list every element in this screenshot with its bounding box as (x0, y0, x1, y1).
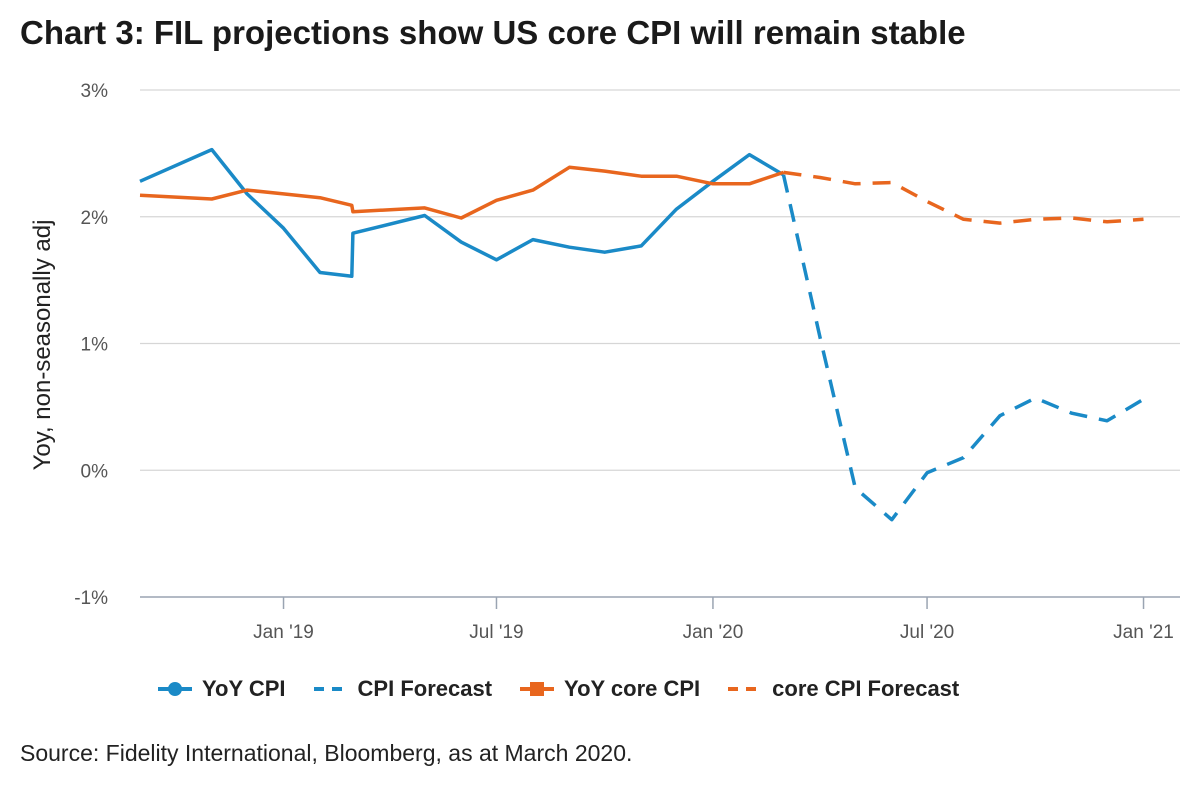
y-tick-label: 1% (81, 335, 109, 356)
legend-item-yoy-cpi[interactable]: YoY CPI (158, 676, 286, 702)
x-tick-label: Jan '21 (1113, 622, 1174, 643)
legend-item-core-cpi-forecast[interactable]: core CPI Forecast (728, 676, 959, 702)
legend-swatch-cpi-forecast (313, 687, 348, 691)
y-axis-label: Yoy, non-seasonally adj (29, 220, 56, 471)
y-tick-label: -1% (74, 588, 108, 609)
legend-swatch-yoy-cpi (158, 682, 192, 696)
series-line-core-cpi-forecast[interactable] (783, 170, 1144, 225)
x-tick-label: Jan '20 (683, 622, 744, 643)
legend-label: core CPI Forecast (772, 676, 960, 701)
chart-legend: YoY CPI CPI Forecast YoY core CPI core C… (158, 676, 959, 702)
series-line-yoy-core-cpi[interactable] (139, 165, 785, 220)
legend-swatch-yoy-core-cpi (520, 682, 555, 696)
legend-label: YoY CPI (202, 676, 286, 701)
y-axis: -1% 0% 1% 2% 3% (74, 81, 108, 609)
series-line-cpi-forecast[interactable] (781, 174, 1145, 522)
x-tick-label: Jul '19 (469, 622, 523, 643)
legend-label: CPI Forecast (357, 676, 493, 701)
series-line-yoy-cpi[interactable] (139, 147, 785, 279)
chart-title: Chart 3: FIL projections show US core CP… (20, 14, 966, 51)
legend-item-cpi-forecast[interactable]: CPI Forecast (313, 676, 493, 702)
legend-label: YoY core CPI (564, 676, 701, 701)
x-tick-label: Jan '19 (253, 622, 314, 643)
legend-swatch-core-cpi-forecast (728, 687, 763, 691)
y-tick-label: 3% (81, 81, 109, 102)
y-tick-label: 2% (81, 208, 109, 229)
x-tick-label: Jul '20 (900, 622, 954, 643)
y-tick-label: 0% (81, 461, 109, 482)
legend-item-yoy-core-cpi[interactable]: YoY core CPI (520, 676, 700, 702)
source-note: Source: Fidelity International, Bloomber… (20, 740, 633, 766)
x-axis: Jan '19 Jul '19 Jan '20 Jul '20 Jan '21 (140, 596, 1180, 643)
gridlines (140, 89, 1180, 471)
series-lines (139, 147, 1145, 522)
